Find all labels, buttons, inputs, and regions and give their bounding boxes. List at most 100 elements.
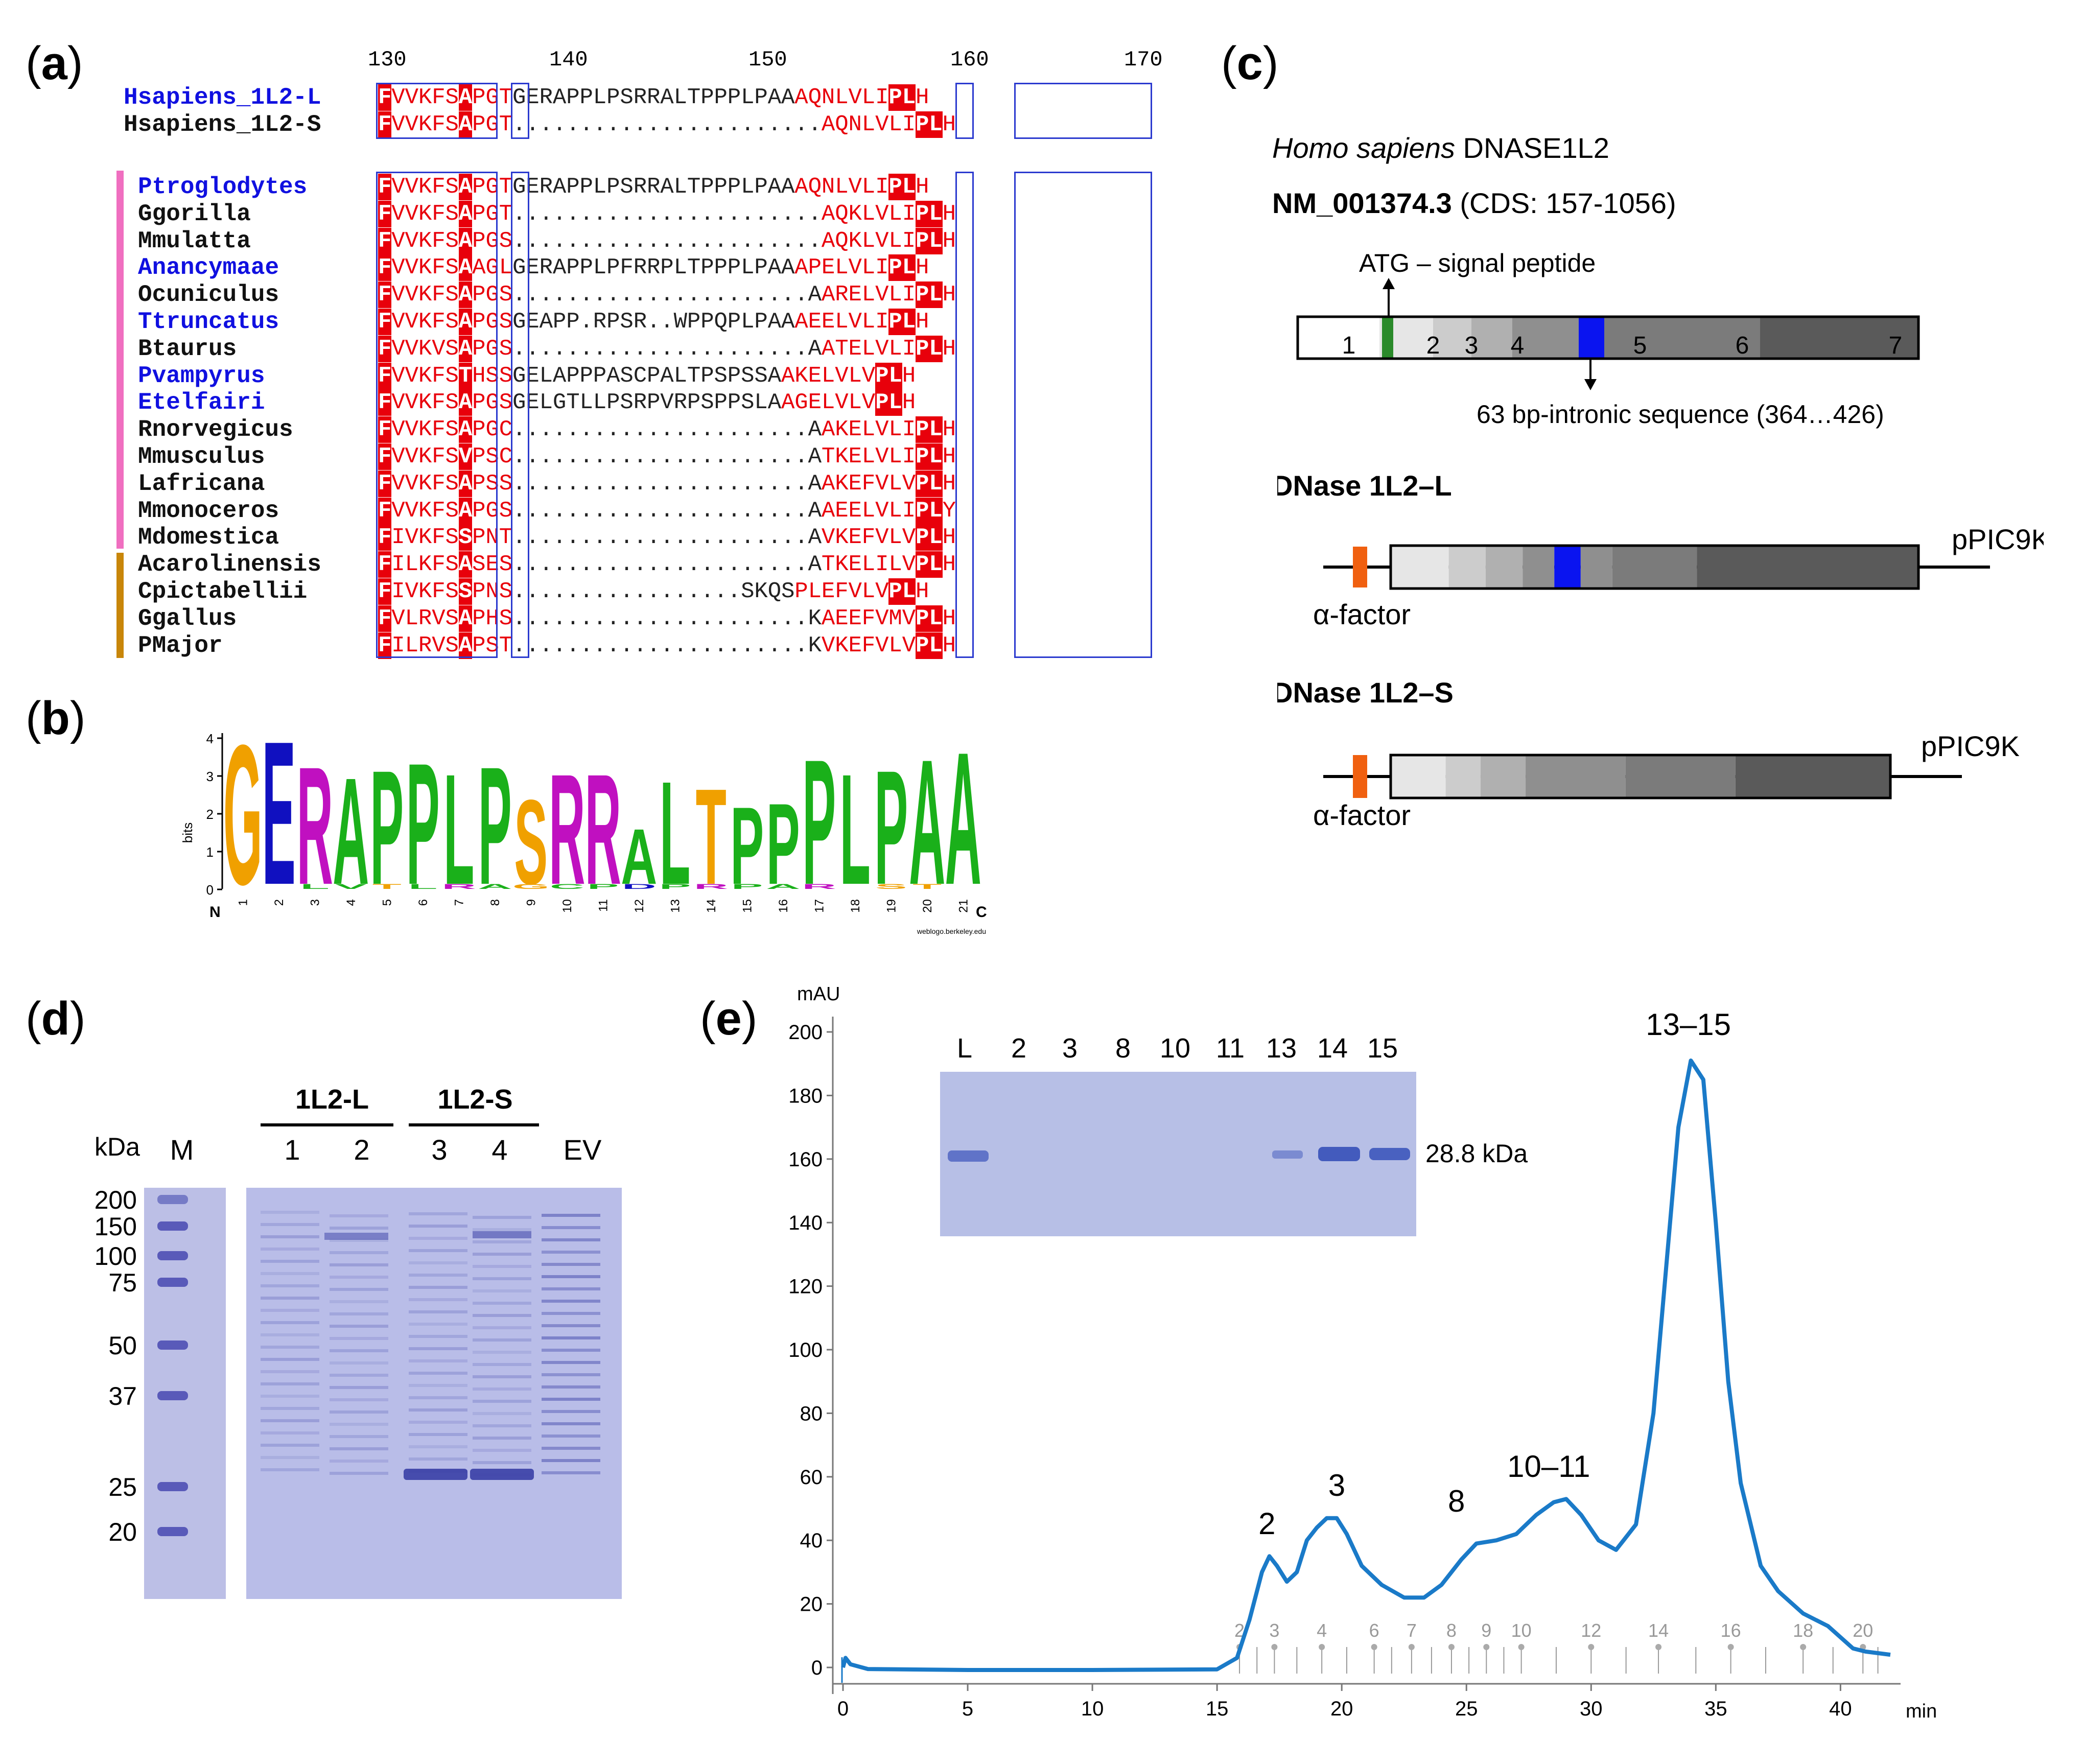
- residue: L: [741, 174, 755, 200]
- residue: F: [378, 254, 392, 281]
- residue: .: [808, 228, 822, 254]
- logo-letter: A: [909, 723, 945, 922]
- residue: S: [620, 85, 634, 110]
- residue: .: [794, 632, 808, 658]
- inset-lane-label: 11: [1216, 1033, 1245, 1064]
- species-name: PMajor: [138, 632, 223, 659]
- faint-band: [330, 1337, 388, 1340]
- residue: A: [767, 85, 782, 110]
- faint-band: [330, 1263, 388, 1266]
- residue: .: [512, 579, 526, 604]
- residue: H: [942, 605, 956, 631]
- residue: A: [794, 309, 808, 335]
- residue: .: [512, 282, 526, 308]
- residue: .: [727, 579, 741, 604]
- residue: .: [727, 498, 741, 524]
- faint-band: [409, 1237, 467, 1240]
- residue: H: [916, 85, 929, 110]
- residue: L: [861, 444, 876, 469]
- residue: .: [700, 201, 714, 227]
- logo-letter: P: [478, 732, 512, 920]
- residue: .: [660, 632, 674, 658]
- residue: I: [875, 174, 889, 200]
- residue: .: [512, 201, 526, 227]
- residue: .: [687, 111, 701, 137]
- residue: E: [808, 363, 822, 389]
- conserved-block-box: [955, 83, 974, 139]
- residue: .: [794, 498, 808, 524]
- species-name: Hsapiens_1L2-S: [124, 111, 321, 138]
- residue: .: [767, 498, 782, 524]
- residue: .: [620, 525, 634, 551]
- residue: .: [754, 417, 768, 443]
- residue: .: [539, 552, 553, 578]
- residue: .: [741, 444, 755, 469]
- residue: .: [566, 336, 580, 362]
- residue: .: [579, 552, 593, 578]
- logo-n-terminus: N: [209, 904, 221, 921]
- residue: L: [888, 552, 902, 578]
- residue: F: [432, 282, 446, 308]
- residue: .: [593, 417, 607, 443]
- residue: F: [378, 551, 392, 578]
- residue: .: [593, 632, 607, 658]
- residue: .: [606, 525, 620, 551]
- faint-band: [409, 1261, 467, 1264]
- residue: L: [821, 363, 835, 389]
- residue: V: [848, 579, 862, 604]
- residue: A: [458, 389, 473, 416]
- panel-d-label: (d): [26, 993, 86, 1045]
- logo-position-label: 17: [812, 899, 826, 913]
- residue: .: [552, 605, 567, 631]
- residue: P: [888, 309, 902, 335]
- residue: .: [754, 471, 768, 497]
- residue: V: [458, 443, 473, 470]
- faint-band: [330, 1410, 388, 1414]
- construct-segment: [1526, 755, 1626, 798]
- x-tick-label: 0: [837, 1698, 849, 1720]
- residue: V: [391, 498, 405, 524]
- species-name: Lafricana: [138, 470, 265, 497]
- residue: L: [579, 390, 593, 416]
- residue: V: [902, 471, 916, 497]
- residue: .: [579, 498, 593, 524]
- residue: .: [552, 336, 567, 362]
- residue: A: [660, 363, 674, 389]
- construct-segment: [1391, 546, 1449, 589]
- residue: A: [767, 363, 782, 389]
- residue: L: [861, 552, 876, 578]
- intron-arrow-icon: [1584, 379, 1597, 390]
- residue: L: [929, 524, 943, 551]
- residue: .: [673, 471, 687, 497]
- residue: A: [458, 111, 473, 138]
- logo-letter: T: [696, 760, 727, 913]
- residue: P: [888, 254, 902, 281]
- residue: .: [660, 605, 674, 631]
- residue: .: [512, 111, 526, 137]
- residue: .: [633, 201, 647, 227]
- logo-letter: R: [549, 741, 585, 918]
- residue: .: [579, 309, 593, 335]
- residue: F: [432, 201, 446, 227]
- residue: .: [714, 498, 728, 524]
- residue: V: [391, 417, 405, 443]
- residue: .: [687, 552, 701, 578]
- residue: .: [552, 228, 567, 254]
- residue: .: [767, 605, 782, 631]
- residue: P: [916, 416, 929, 443]
- residue: .: [754, 282, 768, 308]
- logo-sub-letter: G: [512, 883, 550, 891]
- residue: L: [673, 174, 687, 200]
- accession-line: NM_001374.3 (CDS: 157-1056): [1272, 187, 1676, 219]
- residue: A: [781, 309, 795, 335]
- residue: F: [432, 363, 446, 389]
- residue: .: [512, 444, 526, 469]
- residue: L: [929, 200, 943, 227]
- logo-letter: A: [333, 746, 369, 916]
- residue: .: [727, 605, 741, 631]
- residue: .: [620, 552, 634, 578]
- species-name: Etelfairi: [138, 389, 265, 416]
- residue: T: [687, 85, 701, 110]
- atg-signal-label: ATG – signal peptide: [1359, 249, 1596, 277]
- residue: A: [458, 281, 473, 309]
